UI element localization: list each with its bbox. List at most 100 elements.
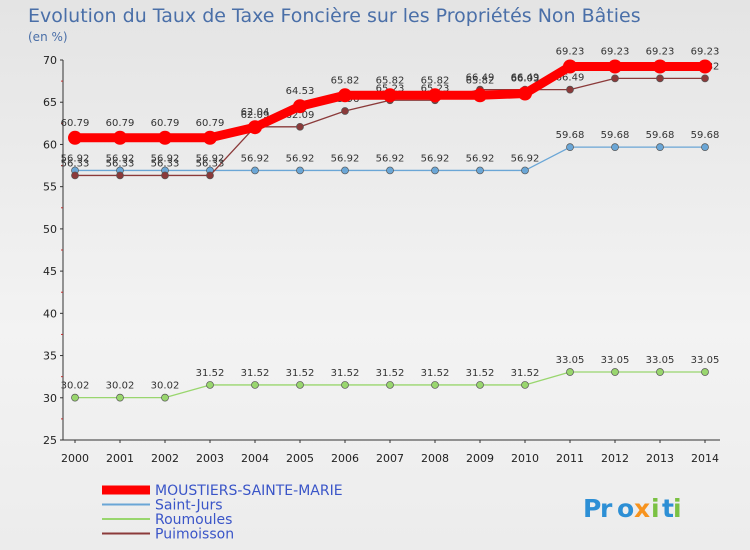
data-label: 31.52 <box>196 368 225 379</box>
series-layer: 30.02 30.02 30.02 31.52 31.52 31.52 31.52 31.52… <box>61 47 720 402</box>
data-label: 31.52 <box>376 368 405 379</box>
data-point <box>701 143 709 151</box>
data-point <box>518 86 532 101</box>
data-point <box>608 59 622 74</box>
data-point <box>656 143 664 151</box>
data-label: 66.49 <box>466 73 495 84</box>
data-label: 56.92 <box>466 153 495 164</box>
data-point <box>386 381 394 389</box>
y-tick-label: 40 <box>43 307 57 320</box>
data-point <box>161 171 169 180</box>
data-label: 69.23 <box>691 47 720 58</box>
data-label: 62.04 <box>241 107 270 118</box>
data-point <box>701 74 709 83</box>
x-tick-label: 2014 <box>691 452 719 465</box>
x-tick-label: 2005 <box>286 452 314 465</box>
data-label: 56.92 <box>286 153 315 164</box>
data-point <box>296 381 304 389</box>
data-point <box>653 59 667 74</box>
data-label: 31.52 <box>331 368 360 379</box>
data-label: 33.05 <box>601 355 630 366</box>
data-point <box>521 166 529 175</box>
data-label: 69.23 <box>601 47 630 58</box>
data-point <box>611 74 619 83</box>
data-label: 33.05 <box>691 355 720 366</box>
data-label: 31.52 <box>421 368 450 379</box>
data-point <box>521 381 529 389</box>
series-saint-jurs: 56.92 56.92 56.92 56.92 56.92 56.92 56.92 56.92… <box>61 130 720 175</box>
data-label: 59.68 <box>691 130 720 141</box>
data-point <box>158 130 172 145</box>
data-point <box>71 393 79 402</box>
data-label: 60.79 <box>196 118 225 129</box>
data-label: 30.02 <box>106 381 135 392</box>
x-tick-label: 2013 <box>646 452 674 465</box>
data-point <box>566 143 574 151</box>
logo-letter: o <box>617 494 634 523</box>
data-point <box>116 171 124 180</box>
x-tick-label: 2011 <box>556 452 584 465</box>
data-point <box>341 166 349 175</box>
data-point <box>431 166 439 175</box>
data-point <box>338 88 352 103</box>
data-point <box>161 393 169 402</box>
data-label: 33.05 <box>646 355 675 366</box>
data-label: 59.68 <box>646 130 675 141</box>
x-tick-label: 2001 <box>106 452 134 465</box>
data-point <box>476 381 484 389</box>
y-tick-label: 45 <box>43 265 57 278</box>
x-tick-label: 2009 <box>466 452 494 465</box>
data-point <box>203 130 217 145</box>
data-label: 60.79 <box>61 118 90 129</box>
y-tick-label: 50 <box>43 223 57 236</box>
data-label: 66.49 <box>511 73 540 84</box>
data-point <box>296 122 304 131</box>
x-tick-label: 2002 <box>151 452 179 465</box>
axes: 25 30 35 40 45 50 55 60 65 70 2000 2001 2002 2003 2004… <box>43 54 720 465</box>
data-point <box>656 74 664 83</box>
logo-letter: x <box>634 494 650 523</box>
logo-letter: i <box>673 494 682 523</box>
data-point <box>206 171 214 180</box>
data-point <box>206 381 214 389</box>
data-label: 31.52 <box>241 368 270 379</box>
legend-label: Puimoisson <box>155 527 234 543</box>
data-label: 56.92 <box>61 153 90 164</box>
y-tick-label: 60 <box>43 138 57 151</box>
data-point <box>341 381 349 389</box>
legend-label: Roumoules <box>155 512 232 528</box>
data-label: 66.49 <box>556 73 585 84</box>
data-label: 65.82 <box>376 75 405 86</box>
data-point <box>251 166 259 175</box>
data-label: 64.53 <box>286 86 315 97</box>
data-label: 69.23 <box>556 47 585 58</box>
data-label: 60.79 <box>106 118 135 129</box>
data-point <box>431 381 439 389</box>
legend: MOUSTIERS-SAINTE-MARIESaint-JursRoumoule… <box>102 483 343 543</box>
data-label: 65.82 <box>466 75 495 86</box>
data-label: 69.23 <box>646 47 675 58</box>
legend-label: Saint-Jurs <box>155 498 223 514</box>
x-tick-label: 2000 <box>61 452 89 465</box>
data-label: 56.33 <box>196 158 225 169</box>
data-label: 31.52 <box>511 368 540 379</box>
data-point <box>428 88 442 103</box>
data-point <box>293 99 307 114</box>
data-label: 56.92 <box>151 153 180 164</box>
x-tick-label: 2006 <box>331 452 359 465</box>
y-tick-label: 55 <box>43 181 57 194</box>
data-label: 65.82 <box>421 75 450 86</box>
data-point <box>611 143 619 151</box>
x-tick-label: 2007 <box>376 452 404 465</box>
data-label: 56.33 <box>106 158 135 169</box>
data-point <box>296 166 304 175</box>
data-label: 30.02 <box>61 381 90 392</box>
y-tick-label: 65 <box>43 96 57 109</box>
data-label: 56.92 <box>241 153 270 164</box>
data-point <box>68 130 82 145</box>
data-point <box>251 381 259 389</box>
data-point <box>383 88 397 103</box>
data-point <box>701 368 709 376</box>
